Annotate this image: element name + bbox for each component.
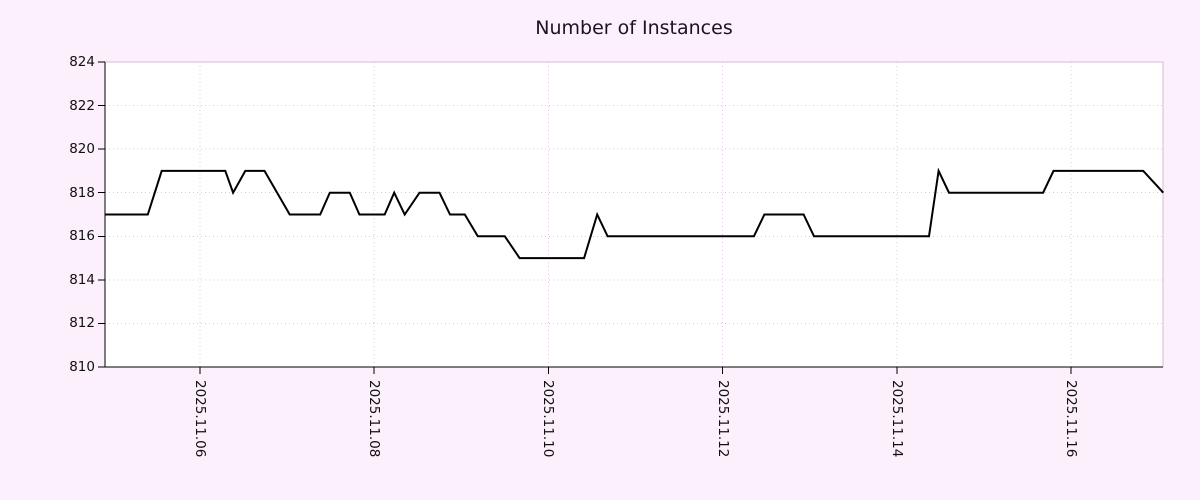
x-tick-label: 2025.11.16 xyxy=(1062,380,1079,458)
y-tick-label: 824 xyxy=(69,54,95,70)
x-tick-label: 2025.11.10 xyxy=(540,380,557,458)
x-tick-label: 2025.11.14 xyxy=(888,380,905,458)
x-tick-label: 2025.11.08 xyxy=(366,380,383,458)
y-tick-label: 818 xyxy=(69,184,95,201)
y-tick-label: 816 xyxy=(69,228,95,245)
chart-title: Number of Instances xyxy=(535,17,733,39)
y-tick-label: 810 xyxy=(69,359,95,375)
x-tick-label: 2025.11.12 xyxy=(714,380,731,458)
y-tick-label: 820 xyxy=(69,141,95,158)
series-line-instances xyxy=(105,167,1165,260)
plot-area xyxy=(105,62,1163,367)
x-tick-label: 2025.11.06 xyxy=(192,380,209,458)
y-tick-label: 814 xyxy=(69,271,95,288)
y-tick-label: 812 xyxy=(69,315,95,332)
y-tick-label: 822 xyxy=(69,97,95,114)
